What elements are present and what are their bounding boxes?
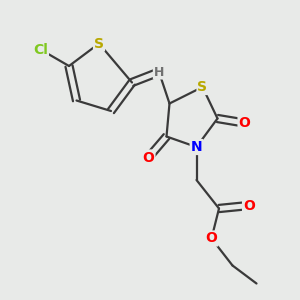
Text: O: O xyxy=(238,116,250,130)
Text: Cl: Cl xyxy=(33,43,48,56)
Text: S: S xyxy=(197,80,208,94)
Text: N: N xyxy=(191,140,202,154)
Text: O: O xyxy=(206,232,218,245)
Text: S: S xyxy=(94,37,104,50)
Text: O: O xyxy=(142,151,154,164)
Text: H: H xyxy=(154,65,164,79)
Text: O: O xyxy=(243,199,255,212)
